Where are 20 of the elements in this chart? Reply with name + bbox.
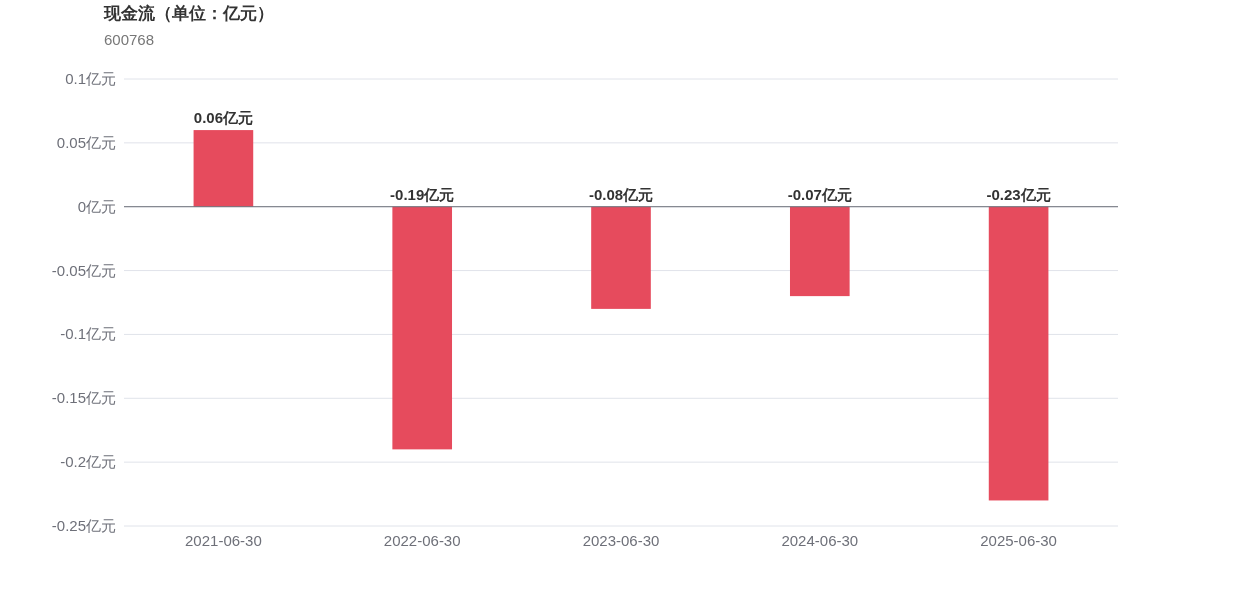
x-tick-label: 2024-06-30 — [781, 532, 859, 549]
y-tick-label: 0.05亿元 — [56, 133, 116, 151]
chart-subtitle: 600768 — [104, 31, 155, 48]
x-tick-label: 2021-06-30 — [185, 532, 262, 549]
y-tick-label: -0.1亿元 — [60, 325, 116, 343]
data-label: -0.08亿元 — [588, 185, 654, 203]
x-tick-label: 2022-06-30 — [383, 532, 461, 549]
chart-title: 现金流（单位：亿元） — [103, 4, 274, 23]
x-tick-label: 2023-06-30 — [582, 532, 660, 549]
data-label: 0.06亿元 — [193, 109, 253, 127]
y-tick-label: -0.25亿元 — [51, 517, 116, 534]
data-label: -0.19亿元 — [390, 185, 455, 203]
data-label: -0.07亿元 — [787, 185, 852, 203]
y-tick-label: -0.15亿元 — [51, 389, 116, 407]
data-label: -0.23亿元 — [986, 185, 1051, 203]
x-tick-label: 2025-06-30 — [980, 532, 1057, 549]
y-tick-label: -0.05亿元 — [51, 261, 116, 279]
y-tick-label: 0.1亿元 — [65, 70, 116, 87]
y-tick-label: 0亿元 — [77, 197, 116, 215]
y-tick-label: -0.2亿元 — [60, 453, 116, 471]
